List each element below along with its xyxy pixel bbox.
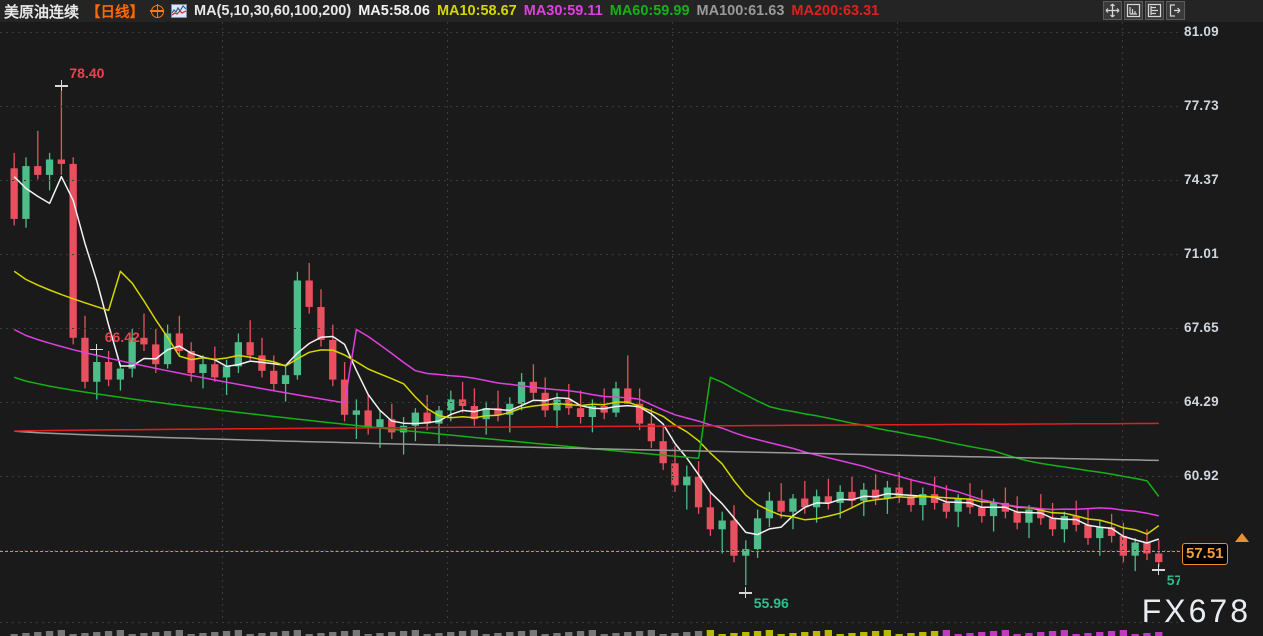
mid-high-label: 66.42 <box>104 328 140 345</box>
ma-definition: MA(5,10,30,60,100,200) <box>194 3 352 19</box>
price-axis-tick: 77.73 <box>1184 97 1219 113</box>
ma5-value: MA5:58.06 <box>358 3 430 19</box>
price-chart-plot[interactable]: 78.40 66.42 55.96 57.01 <box>0 22 1180 622</box>
mini-chart-icon[interactable] <box>171 4 188 18</box>
chart-toolbar <box>1103 1 1185 20</box>
chart-grid <box>0 22 1180 622</box>
subpanel-separator <box>0 622 1180 623</box>
grid-line-horizontal <box>0 180 1180 181</box>
chart-fit-right-icon[interactable] <box>1145 1 1164 20</box>
crosshair-circle-icon[interactable] <box>150 3 165 18</box>
price-axis-tick: 60.92 <box>1184 468 1219 484</box>
grid-line-vertical <box>672 22 673 622</box>
grid-line-horizontal <box>0 254 1180 255</box>
last-close-label: 57.01 <box>1166 572 1180 589</box>
candlestick-series <box>10 91 1163 586</box>
ma30-value: MA30:59.11 <box>523 3 603 19</box>
grid-line-vertical <box>222 22 223 622</box>
move-crosshair-icon[interactable] <box>1103 1 1122 20</box>
price-axis-tick: 81.09 <box>1184 24 1219 39</box>
grid-line-vertical <box>1122 22 1123 622</box>
grid-line-horizontal <box>0 476 1180 477</box>
grid-line-horizontal <box>0 402 1180 403</box>
last-price-badge[interactable]: 57.51 <box>1182 543 1228 566</box>
grid-line-horizontal <box>0 328 1180 329</box>
symbol-name[interactable]: 美原油连续 <box>4 3 80 21</box>
ma200-value: MA200:63.31 <box>791 3 880 19</box>
watermark: FX678 <box>1141 593 1251 629</box>
moving-average-lines <box>13 175 1160 544</box>
last-price-line <box>0 551 1180 553</box>
ma10-value: MA10:58.67 <box>436 3 517 19</box>
ma100-value: MA100:61.63 <box>696 3 785 19</box>
grid-line-vertical <box>447 22 448 622</box>
price-axis-tick: 64.29 <box>1184 393 1219 409</box>
chart-header: 美原油连续 【日线】 MA(5,10,30,60,100,200) MA5:58… <box>0 0 1263 22</box>
price-axis-tick: 71.01 <box>1184 245 1219 261</box>
grid-line-horizontal <box>0 32 1180 33</box>
price-axis[interactable]: 81.0977.7374.3771.0167.6564.2960.9257.56… <box>1180 22 1263 622</box>
ma60-value: MA60:59.99 <box>609 3 690 19</box>
exit-forward-icon[interactable] <box>1166 1 1185 20</box>
period-label[interactable]: 【日线】 <box>86 4 145 21</box>
grid-line-horizontal <box>0 106 1180 107</box>
indicator-subpanel <box>0 622 1263 636</box>
chart-fit-left-icon[interactable] <box>1124 1 1143 20</box>
high-label: 78.40 <box>69 65 105 82</box>
grid-line-vertical <box>897 22 898 622</box>
grid-line-horizontal <box>0 550 1180 551</box>
price-axis-tick: 74.37 <box>1184 171 1219 187</box>
low-label: 55.96 <box>753 595 789 612</box>
price-marker-arrow-icon <box>1235 533 1249 543</box>
price-axis-tick: 67.65 <box>1184 319 1219 335</box>
